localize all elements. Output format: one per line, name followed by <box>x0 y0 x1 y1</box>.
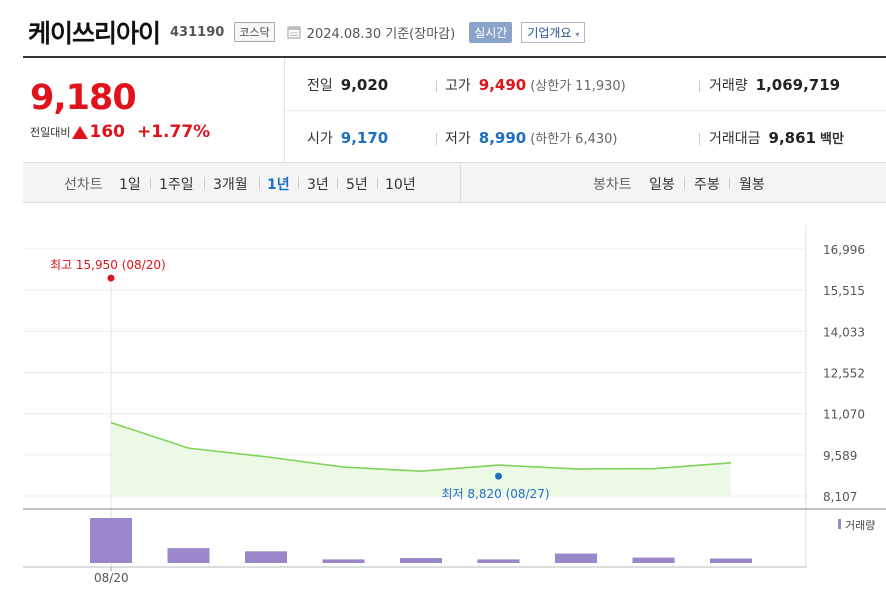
volume-bar <box>400 558 442 563</box>
price-area: 9,180 전일대비 160 +1.77% <box>23 58 285 163</box>
option-divider <box>337 177 338 189</box>
y-tick-label: 16,996 <box>823 243 865 257</box>
prev-close-label: 전일 <box>307 78 333 94</box>
trade-amount: 거래대금 9,861 백만 <box>709 128 844 148</box>
price-chart[interactable]: 16,996 15,515 14,033 12,552 11,070 9,589 8,107… <box>0 205 886 591</box>
open-value: 9,170 <box>340 129 389 147</box>
volume-legend-label: 거래량 <box>845 519 875 532</box>
period-option-1d[interactable]: 1일 <box>119 177 141 193</box>
period-option-10y[interactable]: 10년 <box>385 177 416 193</box>
period-option-1w[interactable]: 1주일 <box>159 177 194 193</box>
prev-close: 전일 9,020 <box>307 75 388 95</box>
option-divider <box>204 177 205 189</box>
volume-value: 1,069,719 <box>755 76 841 94</box>
candle-option-weekly[interactable]: 주봉 <box>694 177 720 193</box>
column-divider <box>436 80 437 92</box>
period-bar: 선차트 1일 1주일 3개월 1년 3년 5년 10년 봉차트 일봉 주봉 월봉 <box>23 163 886 203</box>
low-value: 8,990 <box>478 129 527 147</box>
change-rate: +1.77% <box>136 122 211 142</box>
volume-bar <box>322 559 365 563</box>
realtime-button[interactable]: 실시간 <box>469 21 513 43</box>
candle-chart-label: 봉차트 <box>593 177 632 193</box>
change-label: 전일대비 <box>30 126 71 139</box>
option-divider <box>150 177 151 189</box>
lower-limit-label: (하한가 <box>530 132 572 147</box>
high-marker-label: 최고 15,950 (08/20) <box>50 258 166 272</box>
company-info-button[interactable]: 기업개요 ▾ <box>521 21 586 43</box>
low-marker-label: 최저 8,820 (08/27) <box>442 487 550 501</box>
y-tick-label: 15,515 <box>823 284 865 298</box>
volume-bar <box>167 548 210 563</box>
option-divider <box>684 177 685 189</box>
column-divider <box>699 80 700 92</box>
company-name: 케이쓰리아이 <box>28 19 161 48</box>
x-tick-label: 08/20 <box>94 571 129 585</box>
y-tick-label: 9,589 <box>823 449 857 463</box>
amount-value: 9,861 <box>768 129 816 147</box>
volume-legend-swatch <box>838 519 841 529</box>
lower-limit-value: 6,430) <box>575 132 618 147</box>
upper-limit-value: 11,930) <box>575 79 626 94</box>
volume: 거래량 1,069,719 <box>709 75 840 95</box>
volume-label: 거래량 <box>709 78 748 94</box>
y-tick-label: 8,107 <box>823 490 857 504</box>
upper-limit-label: (상한가 <box>530 79 572 94</box>
option-divider <box>729 177 730 189</box>
high-price: 고가 9,490 (상한가 11,930) <box>445 75 626 95</box>
column-divider <box>436 133 437 145</box>
volume-bar <box>245 551 287 563</box>
low-label: 저가 <box>445 131 471 147</box>
change-line: 전일대비 160 +1.77% <box>30 122 210 142</box>
y-tick-label: 14,033 <box>823 325 865 339</box>
option-divider <box>298 177 299 189</box>
amount-unit: 백만 <box>819 132 844 147</box>
stock-code: 431190 <box>170 24 225 40</box>
period-option-3m[interactable]: 3개월 <box>213 177 248 193</box>
y-tick-label: 12,552 <box>823 367 865 381</box>
stock-header: 케이쓰리아이 431190 코스닥 2024.08.30 기준(장마감) 실시간… <box>28 14 586 50</box>
market-badge: 코스닥 <box>234 22 275 42</box>
line-chart-label: 선차트 <box>64 177 103 193</box>
high-label: 고가 <box>445 78 471 94</box>
chevron-down-icon: ▾ <box>575 29 580 39</box>
column-divider <box>699 133 700 145</box>
candle-option-daily[interactable]: 일봉 <box>649 177 675 193</box>
price-line <box>110 421 732 472</box>
up-arrow-icon <box>72 125 89 139</box>
volume-bar <box>555 553 597 563</box>
change-amount: 160 <box>89 122 125 142</box>
period-option-1y[interactable]: 1년 <box>267 177 290 193</box>
base-date: 2024.08.30 기준(장마감) <box>306 26 456 42</box>
panel-divider <box>460 163 461 203</box>
prev-close-value: 9,020 <box>340 76 389 94</box>
low-marker-dot <box>495 472 502 480</box>
open-label: 시가 <box>307 131 333 147</box>
open-price: 시가 9,170 <box>307 128 388 148</box>
option-divider <box>377 177 378 189</box>
amount-label: 거래대금 <box>709 131 761 147</box>
volume-bar <box>632 557 675 563</box>
volume-bar <box>710 558 752 563</box>
quote-panel: 9,180 전일대비 160 +1.77% 전일 9,020 고가 9,490 … <box>23 56 886 163</box>
high-value: 9,490 <box>478 76 527 94</box>
price-area-fill <box>111 422 731 496</box>
calendar-icon <box>287 26 301 39</box>
period-option-5y[interactable]: 5년 <box>346 177 368 193</box>
option-divider <box>259 177 260 189</box>
current-price: 9,180 <box>30 78 137 118</box>
high-marker-dot <box>107 274 115 282</box>
volume-bar <box>477 559 520 563</box>
company-info-label: 기업개요 <box>527 25 572 40</box>
period-option-3y[interactable]: 3년 <box>307 177 329 193</box>
y-tick-label: 11,070 <box>823 408 865 422</box>
candle-option-monthly[interactable]: 월봉 <box>739 177 765 193</box>
volume-bar <box>90 518 132 563</box>
row-divider <box>285 110 886 111</box>
low-price: 저가 8,990 (하한가 6,430) <box>445 128 617 148</box>
